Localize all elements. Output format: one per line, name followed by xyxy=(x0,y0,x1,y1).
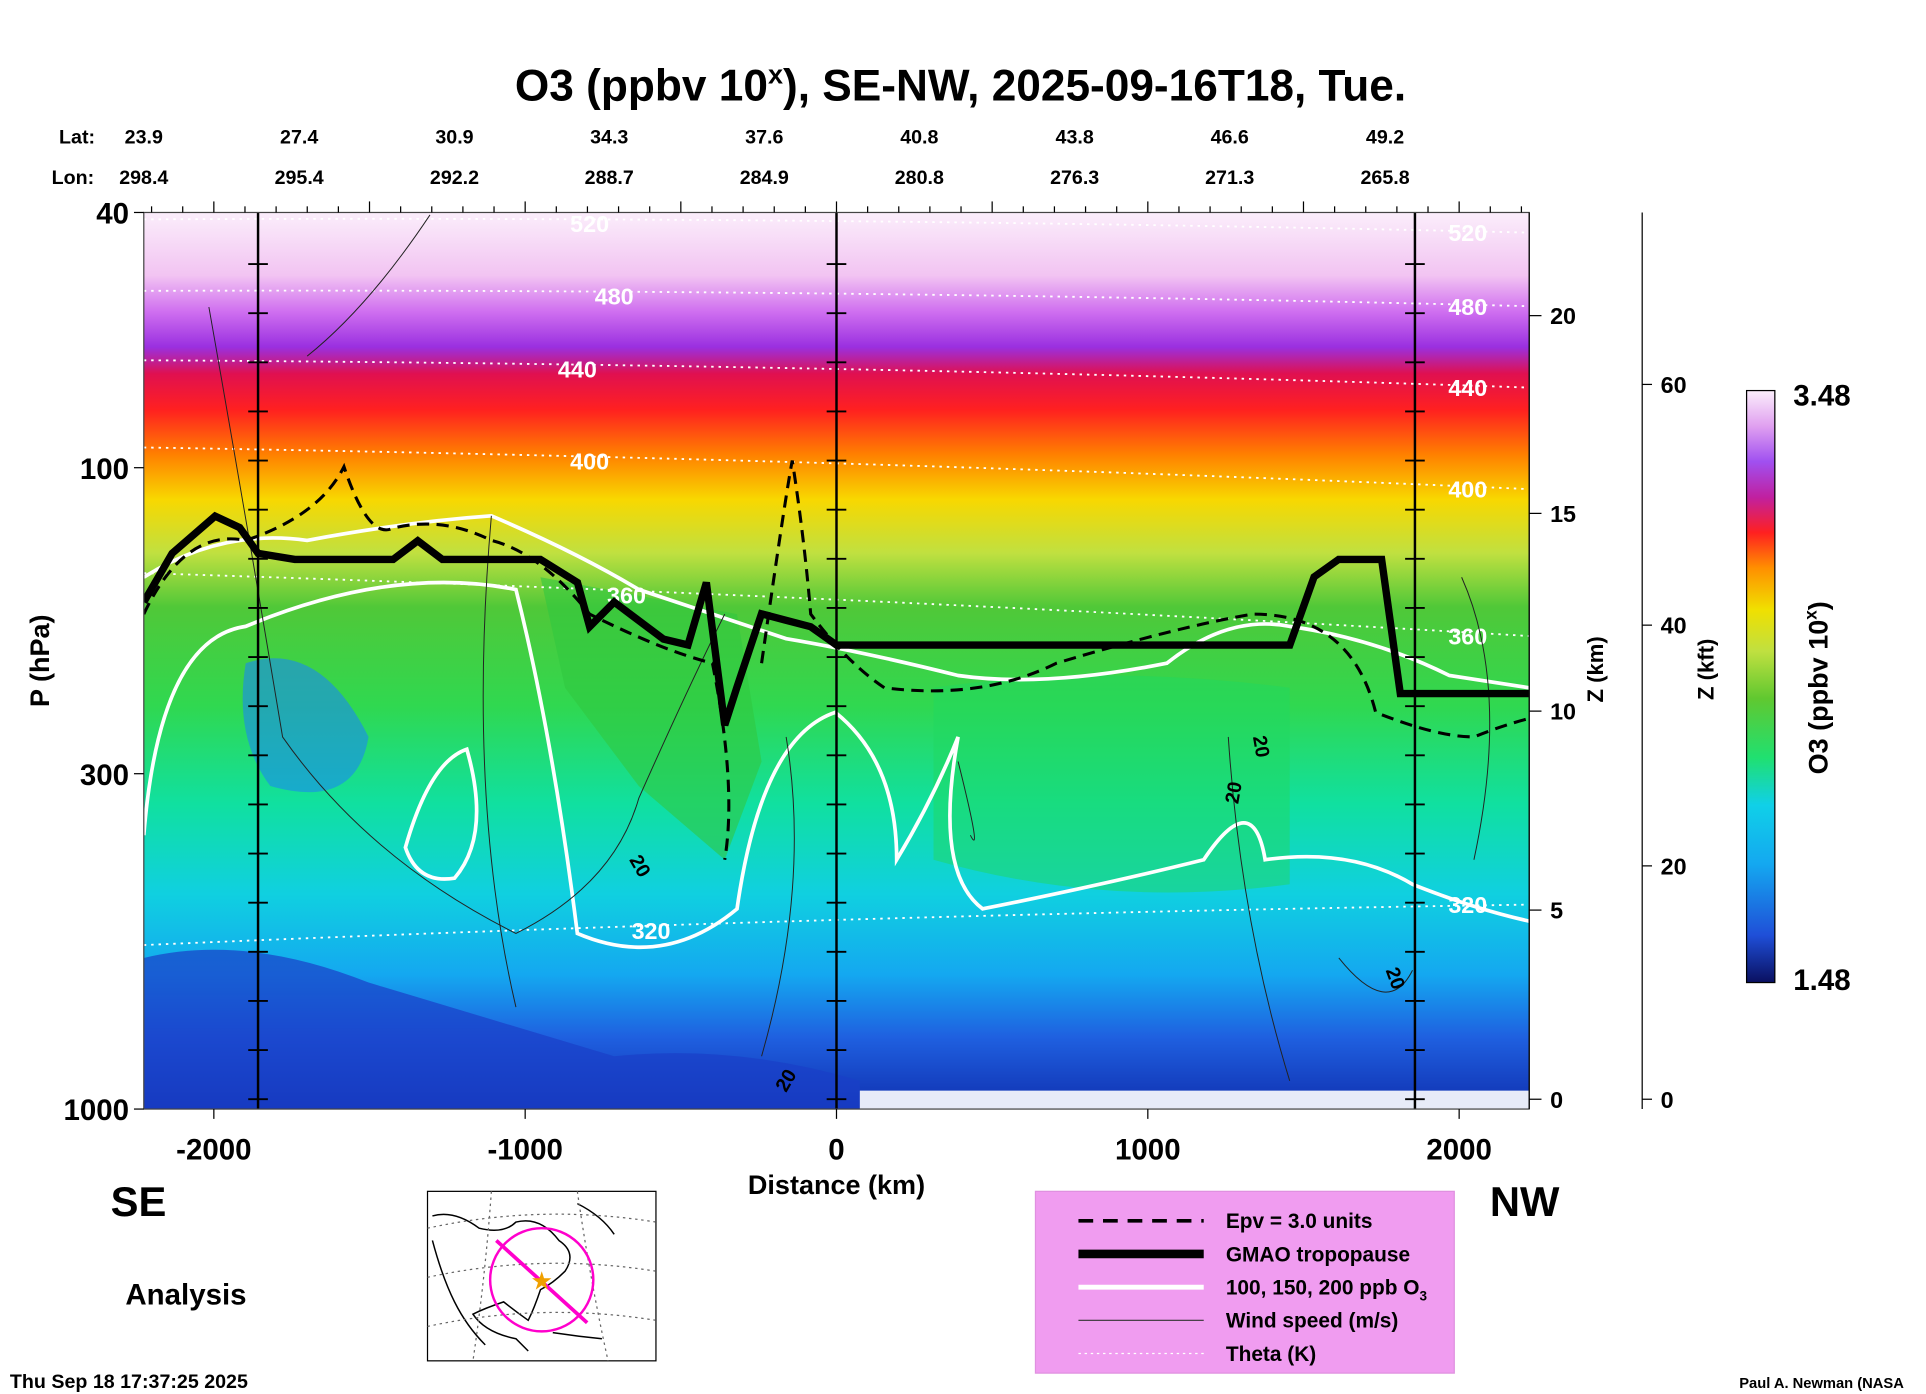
section-markers xyxy=(248,212,1425,1110)
map-range-circle xyxy=(488,1226,595,1333)
legend-label-subscript: 3 xyxy=(1419,1289,1427,1304)
lon-value: 265.8 xyxy=(1360,167,1409,189)
legend: Epv = 3.0 units GMAO tropopause 100, 150, … xyxy=(1034,1190,1455,1374)
lat-value: 27.4 xyxy=(280,127,318,149)
theta-label: 400 xyxy=(1448,477,1487,503)
ozone-low-blob-2 xyxy=(242,658,369,793)
ozone-low-blob xyxy=(143,949,860,1110)
lat-value: 37.6 xyxy=(745,127,783,149)
lon-value: 292.2 xyxy=(430,167,479,189)
y-axis-label: P (hPa) xyxy=(25,614,55,707)
chart-title: O3 (ppbv 10x), SE-NW, 2025-09-16T18, Tue… xyxy=(515,60,1406,111)
theta-label: 520 xyxy=(570,211,609,237)
legend-label: Epv = 3.0 units xyxy=(1226,1210,1373,1233)
colorbar-max: 3.48 xyxy=(1793,379,1850,412)
map-coastlines xyxy=(431,1202,615,1352)
lon-value: 284.9 xyxy=(740,167,789,189)
lon-label: Lon: xyxy=(52,167,95,189)
x-tick-label: 2000 xyxy=(1426,1133,1492,1166)
z-km-tick-label: 0 xyxy=(1550,1087,1563,1113)
legend-label-text: Theta (K) xyxy=(1226,1343,1316,1366)
lat-value: 23.9 xyxy=(125,127,163,149)
legend-label-text: Wind speed (m/s) xyxy=(1226,1310,1399,1333)
z-km-tick-label: 20 xyxy=(1550,303,1576,329)
ozone-contour-white xyxy=(143,513,1530,690)
legend-label-text: 100, 150, 200 ppb O xyxy=(1226,1277,1420,1300)
z-kft-tick-label: 20 xyxy=(1661,853,1687,879)
lat-value: 30.9 xyxy=(435,127,473,149)
lat-value: 46.6 xyxy=(1211,127,1249,149)
theta-label: 480 xyxy=(595,284,634,310)
wind-label: 20 xyxy=(1221,780,1246,805)
legend-label-text: Epv = 3.0 units xyxy=(1226,1210,1373,1233)
legend-label: GMAO tropopause xyxy=(1226,1243,1410,1266)
z-kft-tick-label: 60 xyxy=(1661,372,1687,398)
ozone-contour-white-3 xyxy=(403,746,479,881)
x-tick-label: -2000 xyxy=(176,1133,251,1166)
axes: 40 100 300 1000 -2000 -1000 0 1000 2000 20 15 10 5 0 6… xyxy=(63,198,1686,1167)
tropopause-line xyxy=(143,511,1530,727)
theta-label: 400 xyxy=(570,448,609,474)
z-km-tick-label: 10 xyxy=(1550,699,1576,725)
theta-label: 440 xyxy=(1448,375,1487,401)
lat-label: Lat: xyxy=(59,127,95,149)
location-inset-map: ★ xyxy=(426,1190,657,1362)
lat-value: 43.8 xyxy=(1056,127,1094,149)
lon-value: 280.8 xyxy=(895,167,944,189)
lon-value: 271.3 xyxy=(1205,167,1254,189)
legend-label-text: GMAO tropopause xyxy=(1226,1243,1410,1266)
legend-label: Theta (K) xyxy=(1226,1343,1316,1366)
ozone-green-intrusion xyxy=(540,577,762,860)
direction-se: SE xyxy=(111,1178,167,1225)
ozone-green-region xyxy=(933,675,1290,893)
legend-label: 100, 150, 200 ppb O3 xyxy=(1226,1277,1428,1304)
lat-value: 49.2 xyxy=(1366,127,1404,149)
ozone-white-gap xyxy=(859,1090,1530,1110)
map-section-line xyxy=(495,1239,589,1325)
lon-value: 298.4 xyxy=(119,167,168,189)
z-kft-tick-label: 40 xyxy=(1661,613,1687,639)
product-label: Analysis xyxy=(125,1278,246,1311)
x-tick-label: 1000 xyxy=(1115,1133,1181,1166)
map-center-star: ★ xyxy=(532,1268,552,1293)
legend-label: Wind speed (m/s) xyxy=(1226,1310,1399,1333)
x-tick-label: 0 xyxy=(828,1133,844,1166)
wind-speed-labels: 20 20 20 20 20 xyxy=(625,734,1409,1096)
wind-speed-contour xyxy=(208,214,1491,1081)
y-tick-label: 40 xyxy=(96,198,129,231)
lat-value: 40.8 xyxy=(900,127,938,149)
wind-label: 20 xyxy=(1248,734,1273,759)
theta-label: 520 xyxy=(1448,220,1487,246)
theta-label: 440 xyxy=(558,356,597,382)
colorbar-label: O3 (ppbv 10x) xyxy=(1801,601,1834,774)
colorbar-min: 1.48 xyxy=(1793,964,1850,997)
theta-label: 360 xyxy=(1448,624,1487,650)
theta-label: 480 xyxy=(1448,294,1487,320)
colorbar xyxy=(1745,389,1776,984)
x-tick-label: -1000 xyxy=(487,1133,562,1166)
lon-value: 295.4 xyxy=(275,167,324,189)
timestamp: Thu Sep 18 17:37:25 2025 xyxy=(10,1371,248,1393)
z-kft-tick-label: 0 xyxy=(1661,1087,1674,1113)
lat-value: 34.3 xyxy=(590,127,628,149)
y-tick-label: 1000 xyxy=(63,1094,129,1127)
lon-value: 276.3 xyxy=(1050,167,1099,189)
ozone-contour-white-2 xyxy=(143,580,1530,950)
z-km-tick-label: 15 xyxy=(1550,501,1576,527)
z-km-axis-label: Z (km) xyxy=(1583,636,1608,702)
credit: Paul A. Newman (NASA xyxy=(1739,1376,1904,1392)
z-kft-axis-label: Z (kft) xyxy=(1693,639,1718,700)
z-km-tick-label: 5 xyxy=(1550,898,1563,924)
x-axis-label: Distance (km) xyxy=(748,1170,925,1200)
direction-nw: NW xyxy=(1490,1178,1560,1225)
y-tick-label: 300 xyxy=(80,759,129,792)
y-tick-label: 100 xyxy=(80,453,129,486)
lon-value: 288.7 xyxy=(585,167,634,189)
theta-label: 320 xyxy=(632,918,671,944)
lat-lon-labels: 23.9 298.4 27.4 295.4 30.9 292.2 34.3 288.7 37.6… xyxy=(119,127,1409,190)
